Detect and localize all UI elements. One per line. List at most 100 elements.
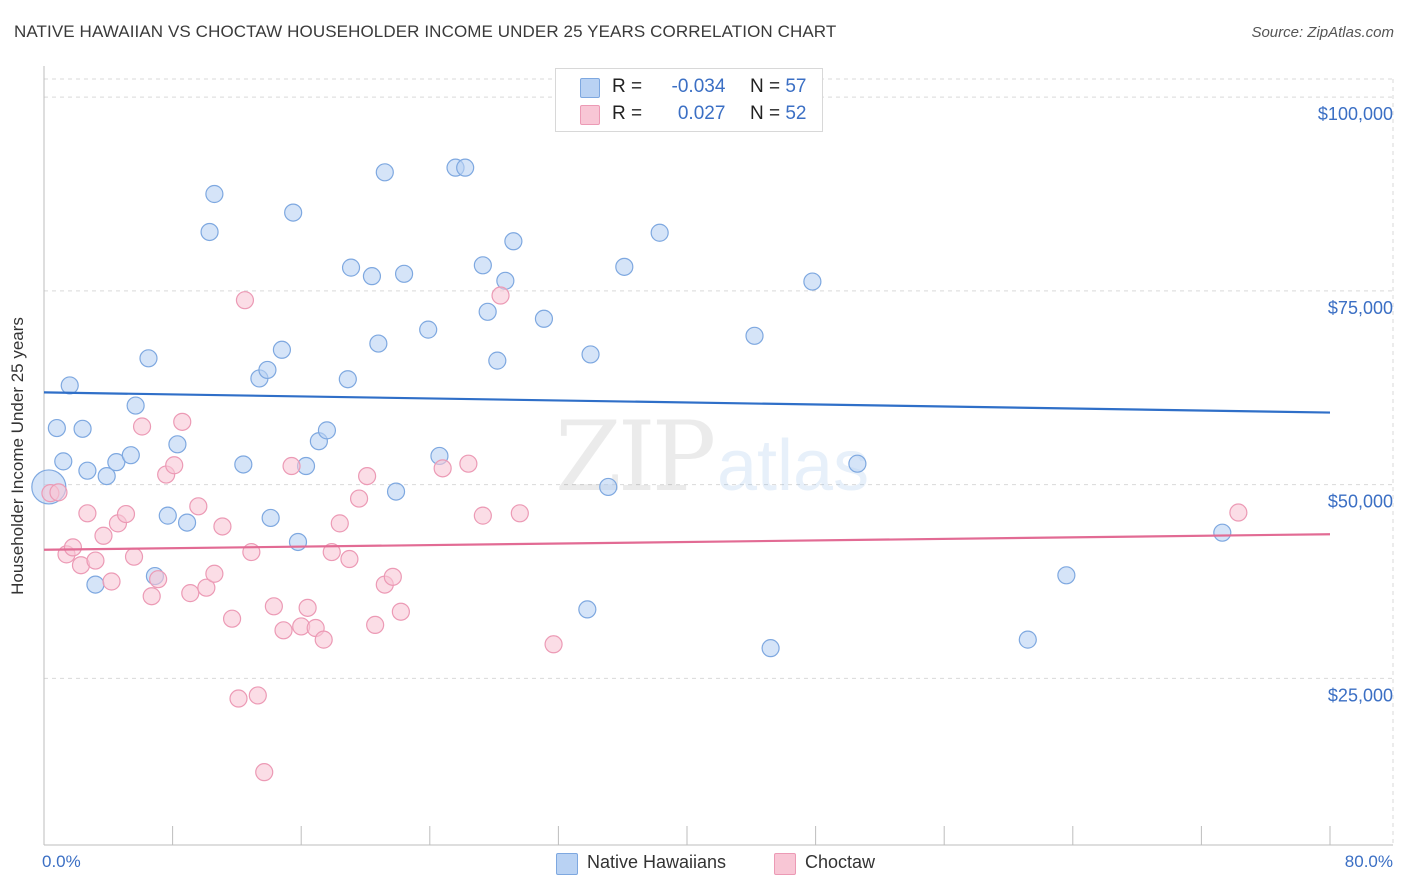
native-hawaiian-point — [200, 222, 219, 242]
choctaw-point — [165, 456, 184, 475]
trend-line-native — [43, 391, 1331, 414]
native-hawaiian-point — [1018, 630, 1037, 649]
source-label: Source: ZipAtlas.com — [1251, 24, 1394, 41]
y-tick-label: $75,000 — [1328, 298, 1393, 318]
choctaw-point — [86, 551, 105, 570]
choctaw-point — [491, 286, 510, 305]
choctaw-point — [1229, 503, 1248, 522]
native-hawaiian-point — [803, 272, 822, 291]
native-hawaiian-point — [284, 203, 303, 222]
choctaw-point — [189, 497, 208, 516]
y-axis-label: Householder Income Under 25 years — [8, 317, 27, 595]
native-hawaiian-point — [86, 575, 105, 594]
native-hawaiian-point — [158, 506, 177, 525]
legend-swatch-native — [556, 853, 578, 875]
native-hawaiian-point — [504, 232, 523, 251]
native-hawaiian-point — [394, 264, 414, 283]
native-hawaiian-point — [47, 418, 66, 438]
choctaw-point — [383, 567, 402, 586]
choctaw-point — [340, 549, 359, 569]
choctaw-point — [544, 635, 563, 654]
native-hawaiian-point — [107, 453, 126, 472]
y-tick-labels: $25,000 $50,000 $75,000 $100,000 — [1318, 104, 1393, 705]
y-tick-label: $50,000 — [1328, 492, 1393, 512]
choctaw-point — [229, 689, 248, 708]
y-tick-label: $25,000 — [1328, 685, 1393, 705]
choctaw-point — [78, 504, 97, 523]
watermark-zip: ZIP — [555, 401, 714, 513]
legend-label-native: Native Hawaiians — [587, 852, 727, 872]
choctaw-point — [358, 467, 377, 486]
native-hawaiian-point — [338, 370, 357, 389]
native-hawaiian-point — [369, 334, 388, 353]
watermark: ZIP atlas — [555, 401, 869, 513]
y-tick-label: $100,000 — [1318, 104, 1393, 124]
native-hawaiian-point — [534, 309, 554, 328]
native-hawaiian-point — [341, 258, 361, 277]
native-hawaiian-point — [126, 396, 145, 415]
choctaw-point — [391, 602, 410, 621]
legend-label-choctaw: Choctaw — [805, 852, 876, 872]
native-hawaiian-point — [205, 184, 224, 204]
choctaw-point — [173, 412, 192, 431]
native-hawaiian-point — [60, 376, 79, 395]
watermark-atlas: atlas — [717, 426, 869, 506]
native-hawaiian-point — [375, 163, 394, 182]
native-hawaiian-point — [73, 419, 92, 438]
choctaw-point — [314, 630, 333, 649]
legend-r-native: -0.034 — [671, 76, 726, 97]
choctaw-point — [181, 584, 200, 603]
native-hawaiian-point — [54, 452, 73, 471]
trend-lines — [43, 391, 1331, 551]
native-hawaiian-point — [615, 257, 634, 276]
native-hawaiian-point — [1057, 566, 1076, 585]
choctaw-point — [264, 597, 283, 616]
choctaw-point — [116, 504, 136, 524]
choctaw-point — [349, 489, 369, 508]
choctaw-point — [322, 542, 341, 562]
choctaw-point — [49, 483, 68, 502]
choctaw-point — [222, 609, 242, 628]
native-hawaiian-point — [139, 349, 158, 368]
choctaw-point — [298, 598, 317, 617]
native-hawaiian-point — [1213, 523, 1232, 542]
choctaw-point — [94, 526, 113, 545]
native-hawaiian-point — [419, 320, 438, 339]
legend-r-label: R = — [612, 103, 643, 124]
legend-swatch-choctaw — [580, 105, 600, 125]
native-hawaiian-point — [488, 351, 507, 370]
native-hawaiian-point — [473, 256, 492, 275]
legend-swatch-choctaw — [774, 853, 796, 875]
native-hawaiian-point — [272, 340, 292, 359]
native-hawaiian-point — [261, 508, 280, 528]
native-hawaiian-point — [258, 360, 277, 380]
legend-n-native: 57 — [785, 76, 807, 97]
legend-n-label: N = — [749, 103, 781, 124]
choctaw-point — [235, 291, 255, 310]
chart-title: NATIVE HAWAIIAN VS CHOCTAW HOUSEHOLDER I… — [14, 22, 837, 41]
choctaw-point — [459, 454, 478, 473]
choctaw-point — [248, 686, 267, 705]
native-hawaiian-point — [386, 482, 406, 501]
native-hawaiian-point — [456, 158, 475, 177]
choctaw-point — [205, 564, 224, 583]
native-hawaiian-point — [650, 223, 669, 242]
choctaw-point — [255, 763, 274, 782]
x-tick-label-max: 80.0% — [1344, 852, 1393, 871]
native-hawaiian-point — [581, 345, 600, 364]
legend-swatch-native — [580, 78, 600, 98]
native-hawaiian-point — [78, 461, 97, 480]
axes — [43, 66, 1393, 846]
choctaw-point — [132, 417, 152, 436]
trend-line-choctaw — [43, 533, 1331, 551]
choctaw-point — [510, 504, 529, 523]
correlation-legend: R = -0.034 N = 57 R = 0.027 N = 52 — [555, 68, 823, 132]
native-hawaiian-point — [234, 455, 253, 474]
native-hawaiian-point — [177, 513, 197, 532]
native-hawaiian-point — [578, 600, 597, 619]
native-hawaiian-point — [848, 454, 867, 473]
choctaw-point — [197, 578, 216, 597]
native-hawaiian-point — [761, 639, 780, 658]
native-hawaiian-point — [599, 477, 618, 497]
